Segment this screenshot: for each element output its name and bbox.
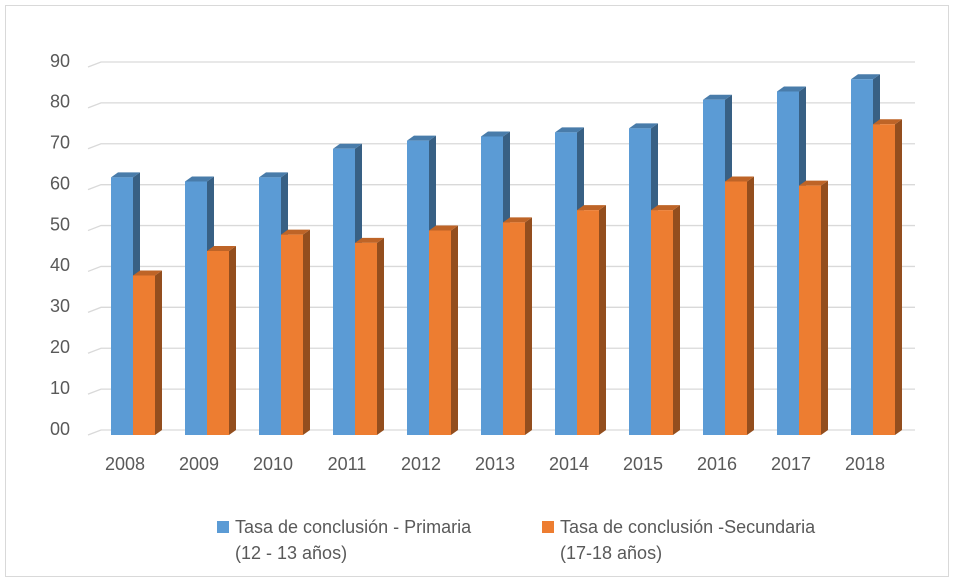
bar-face bbox=[111, 172, 140, 178]
bar-face bbox=[873, 119, 902, 125]
bar-face bbox=[629, 128, 651, 436]
bar-face bbox=[777, 86, 806, 92]
bar-face bbox=[851, 79, 873, 436]
bar bbox=[429, 225, 458, 435]
bar bbox=[503, 217, 532, 435]
y-tick-label: 80 bbox=[50, 92, 70, 112]
bar-face bbox=[207, 251, 229, 435]
bar bbox=[281, 229, 310, 435]
bar-face bbox=[185, 181, 207, 435]
bar-face bbox=[577, 210, 599, 435]
bar bbox=[207, 246, 236, 435]
y-tick-label: 00 bbox=[50, 419, 70, 439]
bar-face bbox=[259, 177, 281, 435]
x-tick-label: 2008 bbox=[105, 454, 145, 474]
bar-face bbox=[599, 205, 606, 435]
bar-face bbox=[207, 246, 236, 251]
bar-face bbox=[503, 222, 525, 435]
bar bbox=[873, 119, 902, 435]
bar-face bbox=[481, 131, 510, 137]
bar-face bbox=[673, 205, 680, 435]
bar-face bbox=[185, 176, 214, 182]
y-tick-label: 20 bbox=[50, 337, 70, 357]
legend-label: Tasa de conclusión -Secundaria (17-18 añ… bbox=[560, 517, 816, 563]
grid-line bbox=[87, 102, 915, 109]
bar-face bbox=[821, 180, 828, 435]
bar-face bbox=[155, 270, 162, 435]
bar bbox=[577, 205, 606, 435]
bar-face bbox=[777, 91, 799, 436]
bar-face bbox=[651, 205, 680, 211]
bar bbox=[725, 176, 754, 435]
x-tick-label: 2011 bbox=[328, 454, 367, 474]
x-tick-label: 2018 bbox=[845, 454, 885, 474]
bar-face bbox=[259, 172, 288, 178]
bar bbox=[355, 237, 384, 435]
bar-face bbox=[525, 217, 532, 435]
x-tick-label: 2015 bbox=[623, 454, 663, 474]
bar-face bbox=[303, 229, 310, 435]
bar-face bbox=[747, 176, 754, 435]
bar-face bbox=[281, 229, 310, 235]
legend-label: Tasa de conclusión - Primaria (12 - 13 a… bbox=[235, 517, 472, 563]
bar-face bbox=[555, 127, 584, 133]
bar-face bbox=[355, 237, 384, 243]
bar-face bbox=[629, 123, 658, 129]
bar-face bbox=[481, 136, 503, 435]
y-tick-label: 10 bbox=[50, 378, 70, 398]
bar-face bbox=[407, 135, 436, 141]
grid-line bbox=[87, 61, 915, 68]
legend-swatch bbox=[217, 521, 229, 533]
bar bbox=[133, 270, 162, 435]
x-tick-label: 2016 bbox=[697, 454, 737, 474]
bar-face bbox=[429, 230, 451, 435]
bar-face bbox=[429, 225, 458, 231]
x-tick-label: 2009 bbox=[179, 454, 219, 474]
bar-face bbox=[333, 148, 355, 435]
bar-face bbox=[851, 74, 880, 80]
x-tick-label: 2010 bbox=[253, 454, 293, 474]
bar-face bbox=[407, 140, 429, 435]
bar-face bbox=[229, 246, 236, 435]
y-tick-label: 60 bbox=[50, 173, 70, 193]
y-tick-label: 40 bbox=[50, 255, 70, 275]
bar-face bbox=[555, 132, 577, 435]
x-tick-label: 2012 bbox=[401, 454, 441, 474]
bar-face bbox=[577, 205, 606, 211]
bar-face bbox=[895, 119, 902, 435]
bar bbox=[799, 180, 828, 435]
bar-face bbox=[503, 217, 532, 223]
legend-swatch bbox=[542, 521, 554, 533]
bar-face bbox=[281, 234, 303, 435]
bar bbox=[651, 205, 680, 435]
x-tick-label: 2017 bbox=[771, 454, 811, 474]
bar-face bbox=[703, 99, 725, 435]
bar-face bbox=[725, 176, 754, 182]
bar-face bbox=[725, 181, 747, 435]
y-tick-label: 70 bbox=[50, 133, 70, 153]
bar-face bbox=[133, 270, 162, 276]
bar-face bbox=[133, 275, 155, 435]
x-tick-label: 2013 bbox=[475, 454, 515, 474]
y-tick-label: 90 bbox=[50, 51, 70, 71]
y-tick-label: 50 bbox=[50, 214, 70, 234]
x-tick-label: 2014 bbox=[549, 454, 589, 474]
bar-face bbox=[873, 124, 895, 435]
bar-face bbox=[377, 237, 384, 435]
bar-face bbox=[451, 225, 458, 435]
bar-face bbox=[355, 242, 377, 435]
bar-face bbox=[333, 143, 362, 149]
y-tick-label: 30 bbox=[50, 296, 70, 316]
bar-face bbox=[799, 185, 821, 435]
bar-face bbox=[651, 210, 673, 435]
bar-face bbox=[799, 180, 828, 186]
bar-face bbox=[703, 94, 732, 100]
bar-face bbox=[111, 177, 133, 435]
